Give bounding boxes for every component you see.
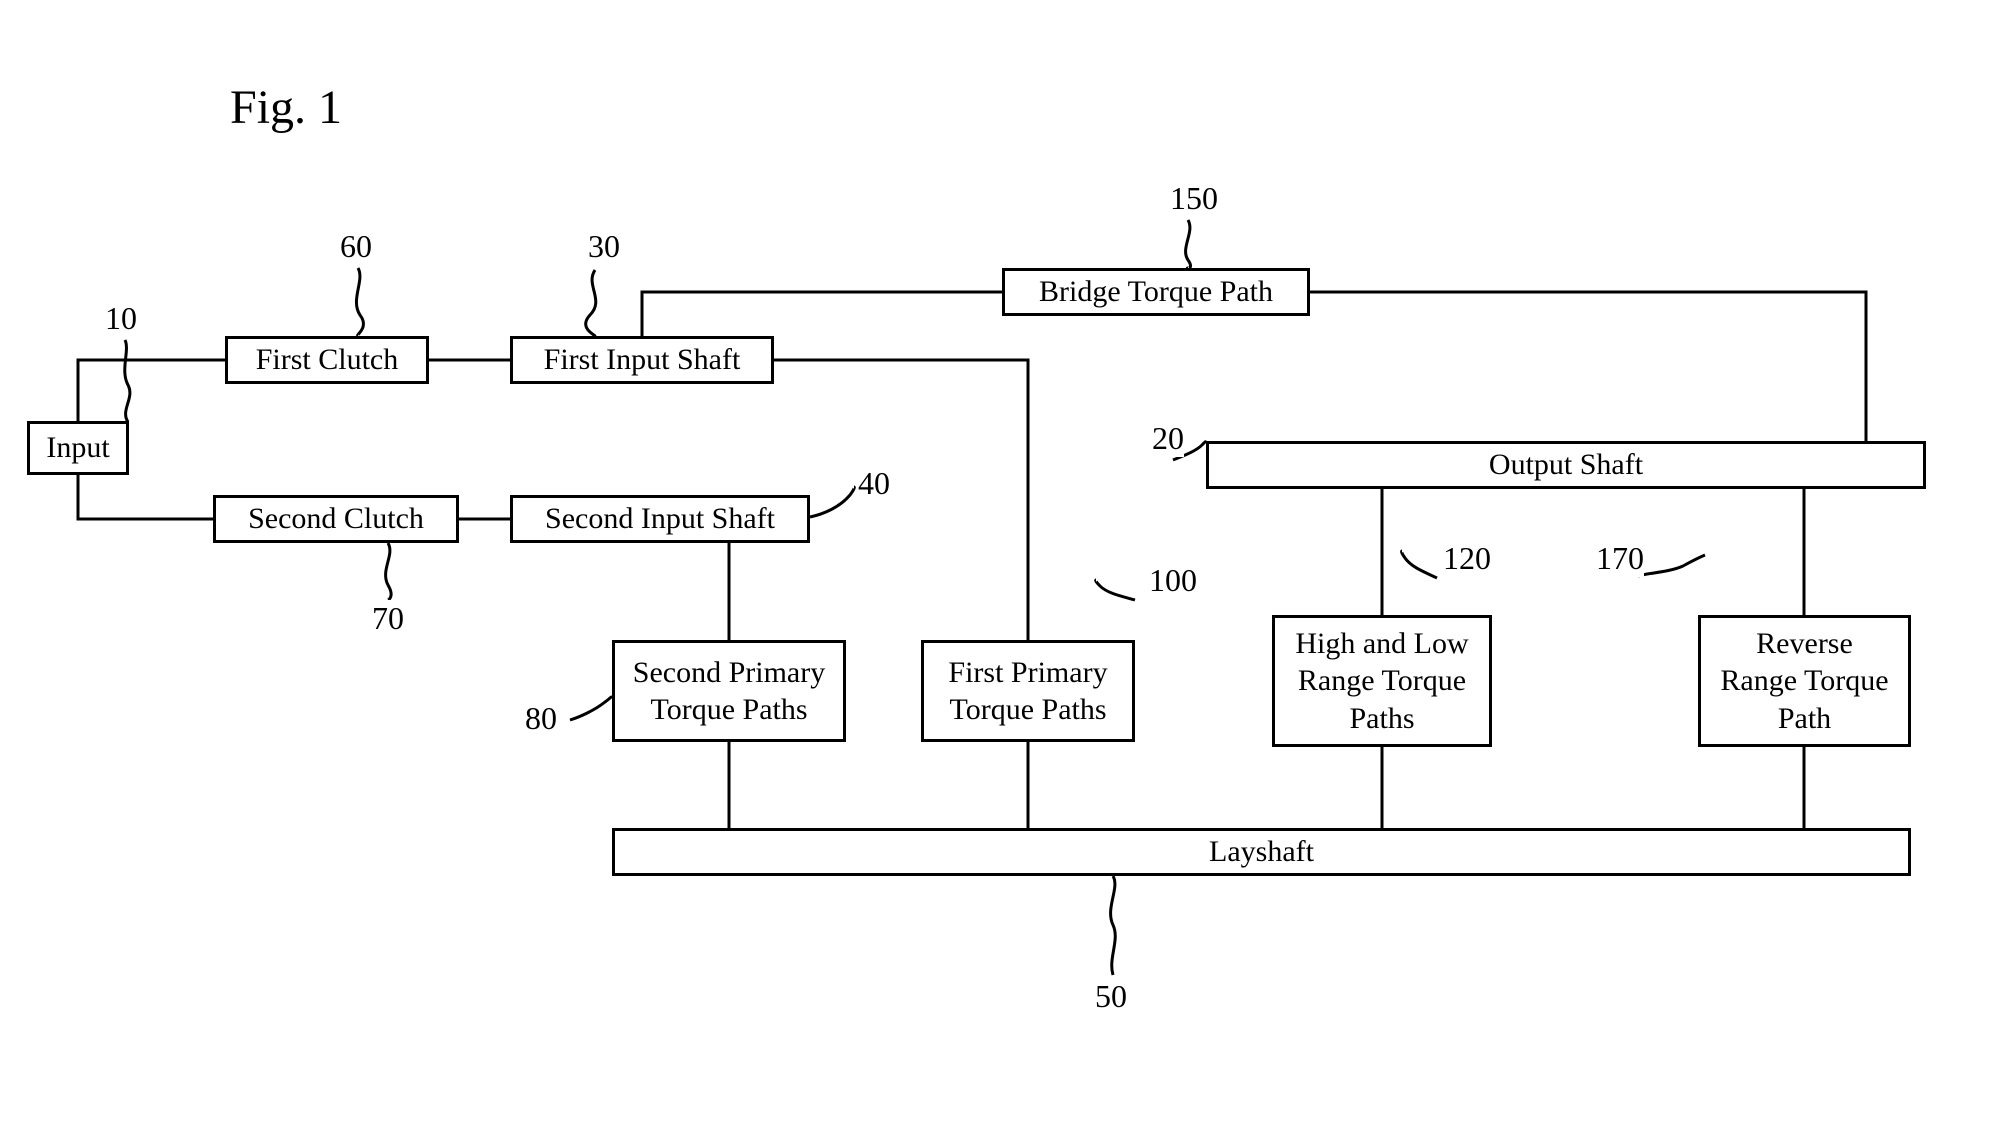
ref-text: 120 [1443, 540, 1491, 576]
box-reverse: Reverse Range Torque Path [1698, 615, 1911, 747]
box-label: Bridge Torque Path [1039, 273, 1273, 311]
ref-text: 170 [1596, 540, 1644, 576]
ref-text: 50 [1095, 978, 1127, 1014]
box-bridge-torque: Bridge Torque Path [1002, 268, 1310, 316]
box-layshaft: Layshaft [612, 828, 1911, 876]
ref-text: 40 [858, 465, 890, 501]
box-label: Second Input Shaft [545, 500, 775, 538]
box-label: Second Primary Torque Paths [633, 654, 825, 729]
box-label: Reverse Range Torque Path [1720, 625, 1888, 738]
ref-label-100: 100 [1149, 562, 1197, 599]
ref-label-120: 120 [1443, 540, 1491, 577]
box-label: Input [46, 429, 109, 467]
ref-text: 60 [340, 228, 372, 264]
diagram-svg [0, 0, 2014, 1136]
box-label: First Input Shaft [544, 341, 741, 379]
ref-label-70: 70 [372, 600, 404, 637]
ref-label-170: 170 [1596, 540, 1644, 577]
ref-text: 30 [588, 228, 620, 264]
box-label: High and Low Range Torque Paths [1295, 625, 1468, 738]
ref-label-60: 60 [340, 228, 372, 265]
ref-text: 20 [1152, 420, 1184, 456]
box-label: Second Clutch [248, 500, 424, 538]
box-output-shaft: Output Shaft [1206, 441, 1926, 489]
box-label: Layshaft [1209, 833, 1314, 871]
ref-label-30: 30 [588, 228, 620, 265]
box-first-input-shaft: First Input Shaft [510, 336, 774, 384]
box-label: Output Shaft [1489, 446, 1643, 484]
ref-label-80: 80 [525, 700, 557, 737]
ref-text: 150 [1170, 180, 1218, 216]
ref-label-40: 40 [858, 465, 890, 502]
box-first-clutch: First Clutch [225, 336, 429, 384]
ref-label-150: 150 [1170, 180, 1218, 217]
ref-label-50: 50 [1095, 978, 1127, 1015]
ref-text: 10 [105, 300, 137, 336]
box-second-primary: Second Primary Torque Paths [612, 640, 846, 742]
box-label: First Clutch [256, 341, 399, 379]
ref-text: 100 [1149, 562, 1197, 598]
box-input: Input [27, 421, 129, 475]
box-second-input-shaft: Second Input Shaft [510, 495, 810, 543]
ref-text: 80 [525, 700, 557, 736]
box-second-clutch: Second Clutch [213, 495, 459, 543]
ref-label-10: 10 [105, 300, 137, 337]
box-label: First Primary Torque Paths [948, 654, 1107, 729]
box-first-primary: First Primary Torque Paths [921, 640, 1135, 742]
figure-title: Fig. 1 [230, 80, 342, 135]
ref-text: 70 [372, 600, 404, 636]
box-high-low: High and Low Range Torque Paths [1272, 615, 1492, 747]
ref-label-20: 20 [1152, 420, 1184, 457]
